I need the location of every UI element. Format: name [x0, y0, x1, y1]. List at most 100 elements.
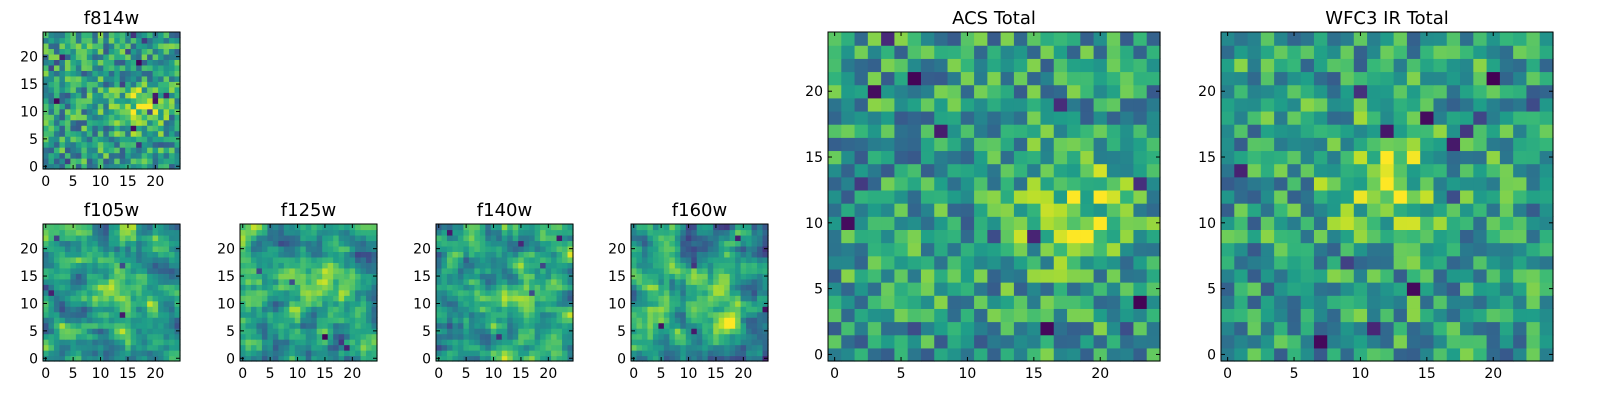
heatmap-cell — [114, 322, 121, 329]
heatmap-cell — [507, 344, 514, 351]
heatmap-cell — [1327, 176, 1342, 191]
heatmap-cell — [344, 317, 351, 324]
heatmap-cell — [141, 339, 148, 346]
heatmap-cell — [485, 278, 492, 285]
heatmap-cell — [86, 256, 93, 263]
heatmap-cell — [746, 344, 753, 351]
heatmap-cell — [702, 344, 709, 351]
heatmap-cell — [53, 108, 61, 115]
heatmap-cell — [272, 311, 279, 318]
heatmap-cell — [507, 350, 514, 357]
heatmap-cell — [1526, 268, 1541, 283]
heatmap-cell — [294, 267, 301, 274]
heatmap-cell — [283, 311, 290, 318]
heatmap-cell — [267, 339, 274, 346]
heatmap-cell — [322, 229, 329, 236]
heatmap-cell — [108, 64, 115, 71]
heatmap-cell — [108, 108, 115, 115]
heatmap-cell — [947, 163, 962, 178]
heatmap-cell — [152, 306, 159, 313]
heatmap-cell — [713, 322, 720, 329]
heatmap-cell — [1080, 255, 1095, 270]
heatmap-cell — [130, 75, 137, 82]
heatmap-cell — [169, 262, 176, 269]
heatmap-cell — [92, 141, 99, 148]
heatmap-cell — [283, 350, 290, 357]
heatmap-cell — [261, 273, 268, 280]
heatmap-cell — [691, 289, 698, 296]
heatmap-cell — [1146, 334, 1161, 349]
y-tick-label: 20 — [608, 242, 626, 258]
heatmap-cell — [746, 295, 753, 302]
heatmap-cell — [1053, 84, 1068, 99]
heatmap-cell — [64, 48, 71, 55]
heatmap-cell — [713, 245, 720, 252]
heatmap-cell — [1133, 150, 1148, 165]
heatmap-cell — [841, 321, 856, 336]
heatmap-cell — [652, 322, 659, 329]
heatmap-cell — [174, 97, 181, 104]
heatmap-cell — [81, 273, 88, 280]
heatmap-cell — [960, 295, 975, 309]
heatmap-cell — [523, 278, 530, 285]
heatmap-cell — [305, 256, 312, 263]
heatmap-cell — [501, 262, 508, 269]
heatmap-cell — [567, 262, 574, 269]
heatmap-cell — [894, 163, 909, 178]
heatmap-cell — [70, 130, 77, 137]
heatmap-cell — [136, 97, 143, 104]
heatmap-cell — [97, 42, 104, 50]
heatmap-cell — [97, 70, 104, 77]
heatmap-cell — [828, 97, 842, 112]
heatmap-cell — [1053, 32, 1068, 46]
heatmap-cell — [1080, 124, 1095, 138]
heatmap-cell — [1340, 189, 1355, 204]
heatmap-cell — [1340, 97, 1355, 112]
heatmap-cell — [652, 224, 659, 231]
heatmap-cell — [556, 339, 563, 346]
heatmap-cell — [1080, 71, 1095, 86]
heatmap-cell — [305, 278, 312, 285]
heatmap-cell — [1380, 84, 1395, 99]
heatmap-cell — [641, 289, 649, 296]
heatmap-cell — [344, 278, 351, 285]
heatmap-cell — [261, 229, 268, 236]
heatmap-cell — [1340, 110, 1355, 125]
y-tick-label: 0 — [814, 347, 823, 363]
heatmap-cell — [152, 322, 159, 329]
heatmap-cell — [1221, 32, 1235, 46]
heatmap-cell — [1234, 229, 1249, 244]
heatmap-cell — [1486, 268, 1501, 283]
heatmap-cell — [647, 300, 654, 307]
heatmap-cell — [757, 234, 764, 242]
heatmap-cell — [729, 328, 736, 335]
heatmap-cell — [97, 350, 104, 357]
heatmap-cell — [1146, 347, 1161, 362]
heatmap-cell — [108, 295, 115, 302]
heatmap-cell — [841, 334, 856, 349]
heatmap-cell — [130, 147, 137, 154]
heatmap-cell — [724, 322, 731, 329]
heatmap-cell — [169, 339, 176, 346]
heatmap-cell — [43, 119, 50, 126]
heatmap-cell — [256, 284, 263, 291]
heatmap-cell — [366, 224, 373, 231]
heatmap-cell — [474, 267, 481, 274]
heatmap-cell — [1080, 203, 1095, 217]
heatmap-cell — [881, 150, 895, 165]
heatmap-cell — [147, 163, 154, 170]
heatmap-cell — [86, 262, 93, 269]
heatmap-cell — [64, 37, 71, 44]
heatmap-cell — [360, 240, 367, 247]
heatmap-cell — [92, 119, 99, 126]
heatmap-cell — [333, 289, 340, 296]
heatmap-cell — [250, 344, 258, 351]
heatmap-cell — [130, 333, 137, 340]
heatmap-cell — [1133, 58, 1148, 73]
heatmap-cell — [518, 289, 525, 296]
heatmap-cell — [103, 108, 110, 115]
heatmap-cell — [322, 245, 329, 252]
heatmap-cell — [316, 224, 323, 231]
heatmap-cell — [1327, 216, 1342, 230]
heatmap-cell — [1287, 176, 1302, 191]
